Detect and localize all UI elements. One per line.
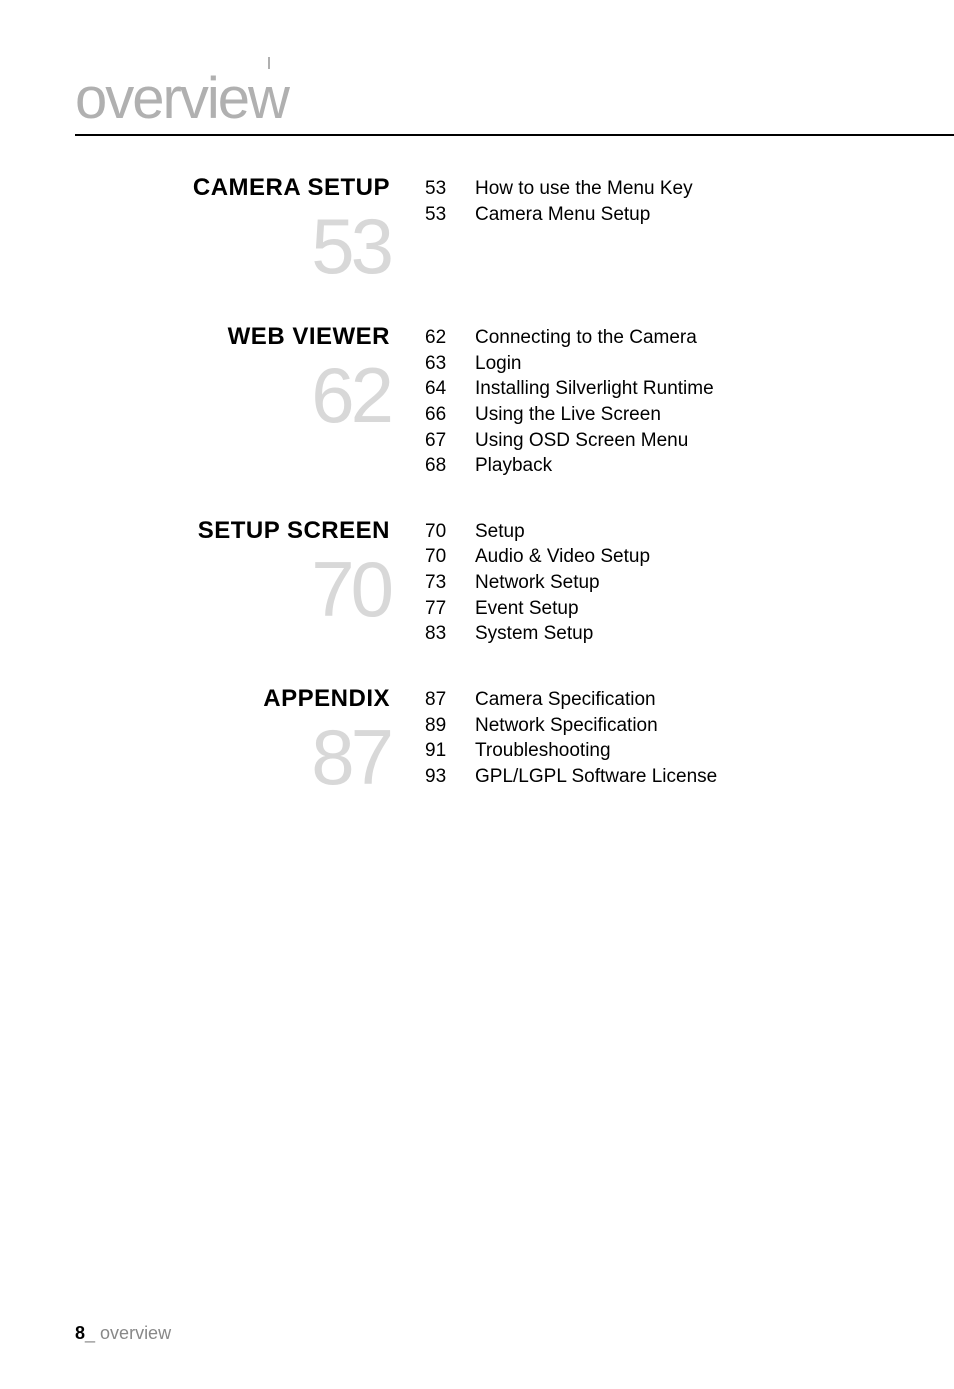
toc-row: 64Installing Silverlight Runtime (425, 376, 879, 402)
toc-page-number: 70 (425, 519, 475, 545)
toc-section: CAMERA SETUP5353How to use the Menu Key5… (75, 174, 879, 285)
toc-item-text: Playback (475, 453, 879, 479)
toc-row: 91Troubleshooting (425, 738, 879, 764)
toc-item-text: Using OSD Screen Menu (475, 428, 879, 454)
section-name: APPENDIX (75, 685, 390, 713)
toc-item-text: Setup (475, 519, 879, 545)
section-name: SETUP SCREEN (75, 517, 390, 545)
section-right-column: 87Camera Specification89Network Specific… (425, 685, 879, 796)
section-left-column: SETUP SCREEN 70 (75, 517, 425, 647)
footer-separator: _ (85, 1323, 95, 1343)
toc-row: 77Event Setup (425, 596, 879, 622)
toc-page-number: 70 (425, 544, 475, 570)
toc-row: 83System Setup (425, 621, 879, 647)
toc-item-text: Camera Menu Setup (475, 202, 879, 228)
section-right-column: 62Connecting to the Camera63Login64Insta… (425, 323, 879, 479)
section-name: WEB VIEWER (75, 323, 390, 351)
toc-page-number: 73 (425, 570, 475, 596)
toc-item-text: Installing Silverlight Runtime (475, 376, 879, 402)
section-number: 87 (75, 718, 390, 796)
toc-section: SETUP SCREEN7070Setup70Audio & Video Set… (75, 517, 879, 647)
toc-page-number: 68 (425, 453, 475, 479)
section-right-column: 53How to use the Menu Key53Camera Menu S… (425, 174, 879, 285)
toc-page-number: 93 (425, 764, 475, 790)
toc-page-number: 63 (425, 351, 475, 377)
toc-item-text: How to use the Menu Key (475, 176, 879, 202)
toc-item-text: Login (475, 351, 879, 377)
toc-item-text: Camera Specification (475, 687, 879, 713)
toc-row: 63Login (425, 351, 879, 377)
toc-page-number: 89 (425, 713, 475, 739)
toc-item-text: Audio & Video Setup (475, 544, 879, 570)
toc-page-number: 53 (425, 202, 475, 228)
toc-page-number: 87 (425, 687, 475, 713)
footer-page-number: 8 (75, 1323, 85, 1343)
toc-row: 70Audio & Video Setup (425, 544, 879, 570)
toc-row: 68Playback (425, 453, 879, 479)
toc-section: WEB VIEWER6262Connecting to the Camera63… (75, 323, 879, 479)
header-title-text: overview (75, 66, 288, 131)
toc-item-text: Connecting to the Camera (475, 325, 879, 351)
toc-page-number: 91 (425, 738, 475, 764)
toc-item-text: Using the Live Screen (475, 402, 879, 428)
toc-section: APPENDIX8787Camera Specification89Networ… (75, 685, 879, 796)
toc-row: 66Using the Live Screen (425, 402, 879, 428)
toc-page-number: 83 (425, 621, 475, 647)
toc-page-number: 77 (425, 596, 475, 622)
toc-item-text: Event Setup (475, 596, 879, 622)
toc-row: 89Network Specification (425, 713, 879, 739)
toc-page-number: 66 (425, 402, 475, 428)
toc-page-number: 64 (425, 376, 475, 402)
toc-container: CAMERA SETUP5353How to use the Menu Key5… (75, 174, 879, 796)
page-header: overview (75, 65, 879, 136)
page-footer: 8_ overview (75, 1323, 171, 1344)
section-number: 70 (75, 550, 390, 628)
toc-row: 87Camera Specification (425, 687, 879, 713)
toc-row: 53How to use the Menu Key (425, 176, 879, 202)
footer-label-text: overview (100, 1323, 171, 1343)
toc-row: 70Setup (425, 519, 879, 545)
section-name: CAMERA SETUP (75, 174, 390, 202)
toc-row: 93GPL/LGPL Software License (425, 764, 879, 790)
toc-row: 73Network Setup (425, 570, 879, 596)
toc-row: 62Connecting to the Camera (425, 325, 879, 351)
toc-row: 53Camera Menu Setup (425, 202, 879, 228)
toc-item-text: Network Specification (475, 713, 879, 739)
section-left-column: CAMERA SETUP 53 (75, 174, 425, 285)
toc-item-text: System Setup (475, 621, 879, 647)
toc-row: 67Using OSD Screen Menu (425, 428, 879, 454)
toc-page-number: 53 (425, 176, 475, 202)
section-left-column: WEB VIEWER 62 (75, 323, 425, 479)
toc-item-text: GPL/LGPL Software License (475, 764, 879, 790)
section-number: 62 (75, 356, 390, 434)
section-right-column: 70Setup70Audio & Video Setup73Network Se… (425, 517, 879, 647)
header-underline (75, 134, 954, 136)
section-left-column: APPENDIX 87 (75, 685, 425, 796)
section-number: 53 (75, 207, 390, 285)
header-tick (268, 57, 270, 69)
toc-page-number: 62 (425, 325, 475, 351)
toc-page-number: 67 (425, 428, 475, 454)
toc-item-text: Network Setup (475, 570, 879, 596)
toc-item-text: Troubleshooting (475, 738, 879, 764)
